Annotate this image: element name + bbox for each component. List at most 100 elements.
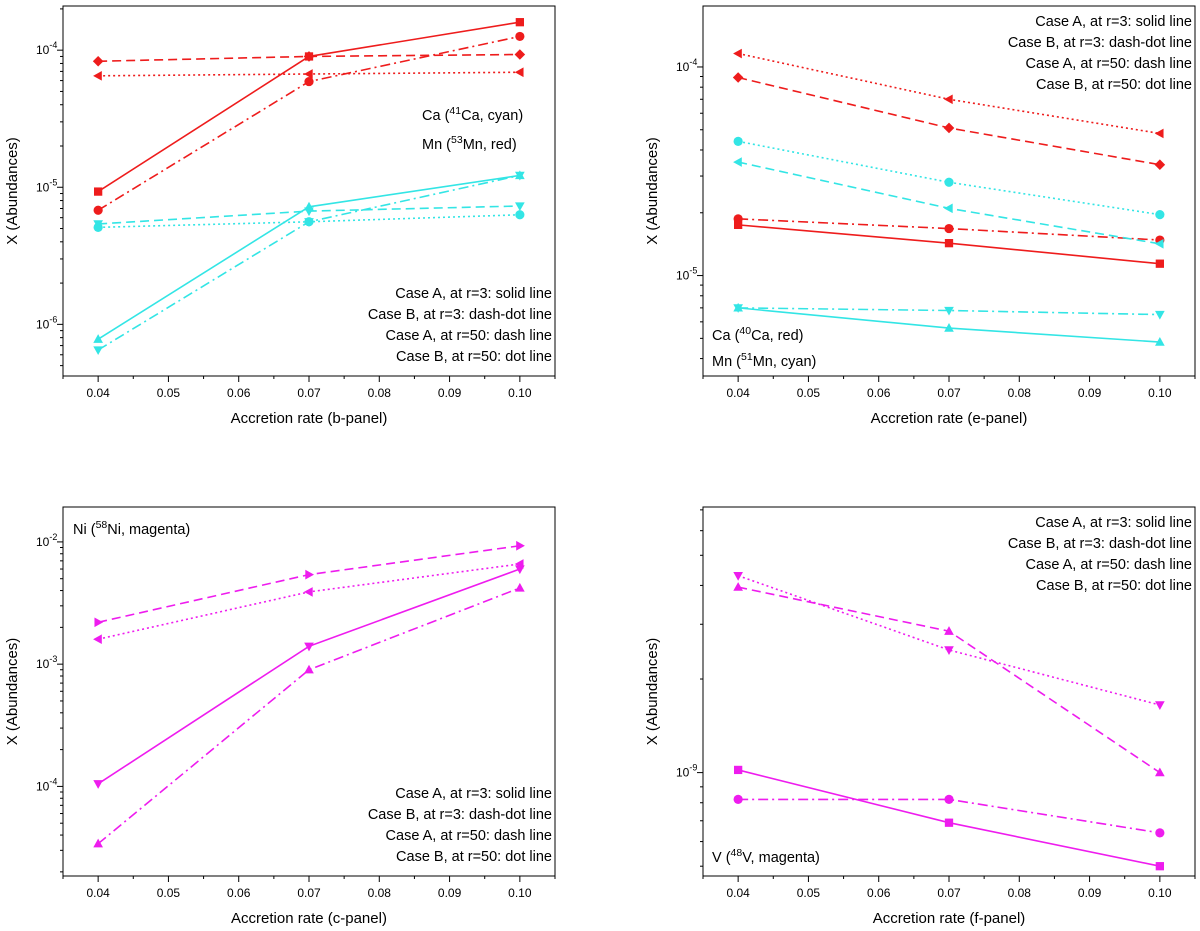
panel-f: 0.04 0.05 0.06 0.07 0.08 0.09 0.10 10-9 Accretio… xyxy=(644,506,1196,927)
data-point xyxy=(515,582,525,592)
data-point xyxy=(93,634,102,645)
data-point xyxy=(93,334,103,343)
legend-entry: Case A, at r=3: solid line xyxy=(395,286,552,302)
data-point xyxy=(943,122,955,134)
x-tick-label: 0.09 xyxy=(438,386,462,400)
data-point xyxy=(1155,336,1165,346)
data-point xyxy=(514,559,524,569)
x-tick-label: 0.10 xyxy=(508,886,532,900)
data-point xyxy=(515,18,524,27)
x-tick-label: 0.10 xyxy=(1148,886,1172,900)
x-tick-label: 0.07 xyxy=(297,886,321,900)
data-point xyxy=(93,780,103,789)
x-tick-label: 0.05 xyxy=(797,886,821,900)
series-line xyxy=(97,174,521,351)
legend-entry: Case A, at r=50: dash line xyxy=(1026,56,1192,72)
data-point xyxy=(944,626,954,635)
y-tick-label: 10-9 xyxy=(676,763,697,780)
y-axis-title: X (Abundances) xyxy=(644,638,661,746)
x-tick-label: 0.09 xyxy=(1078,886,1102,900)
data-point xyxy=(516,540,525,551)
legend-entry: Case B, at r=3: dash-dot line xyxy=(1008,536,1192,552)
species-label: Ca (40Ca, red) xyxy=(712,325,803,344)
species-label: Ni (58Ni, magenta) xyxy=(73,519,190,538)
data-point xyxy=(515,31,525,42)
data-point xyxy=(304,76,314,87)
legend-entry: Case A, at r=3: solid line xyxy=(1035,14,1192,30)
y-axis-title: X (Abundances) xyxy=(4,137,21,245)
data-point xyxy=(94,187,103,196)
data-point xyxy=(304,207,314,217)
data-point xyxy=(732,72,744,83)
legend-entry: Case A, at r=3: solid line xyxy=(395,786,552,802)
data-point xyxy=(733,48,742,59)
x-tick-label: 0.06 xyxy=(227,386,251,400)
data-point xyxy=(733,214,743,224)
panel-b: 0.04 0.05 0.06 0.07 0.08 0.09 0.10 10-6 10-5 10-4… xyxy=(4,5,556,427)
legend-entry: Case A, at r=50: dash line xyxy=(386,828,552,844)
y-tick-label: 10-4 xyxy=(36,776,57,793)
data-point xyxy=(304,642,314,652)
species-label: V (48V, magenta) xyxy=(712,847,820,866)
legend-entry: Case B, at r=3: dash-dot line xyxy=(368,307,552,323)
data-point xyxy=(733,582,743,591)
data-point xyxy=(733,304,743,313)
legend-entry: Case A, at r=50: dash line xyxy=(386,328,552,344)
data-point xyxy=(944,323,954,332)
x-tick-label: 0.10 xyxy=(1148,386,1172,400)
y-tick-label: 10-5 xyxy=(676,266,697,283)
data-point xyxy=(943,94,953,105)
data-point xyxy=(515,171,525,181)
data-point xyxy=(94,617,104,628)
data-point xyxy=(944,818,954,827)
x-tick-label: 0.05 xyxy=(157,886,181,900)
x-tick-label: 0.09 xyxy=(1078,386,1102,400)
x-tick-label: 0.08 xyxy=(368,886,392,900)
series-line xyxy=(738,798,1160,834)
data-point xyxy=(514,49,526,60)
x-tick-label: 0.06 xyxy=(227,886,251,900)
series-line xyxy=(97,568,521,785)
series-line xyxy=(737,586,1161,774)
data-point xyxy=(514,67,524,78)
legend-entry: Case B, at r=50: dot line xyxy=(396,349,552,365)
x-tick-label: 0.10 xyxy=(508,386,532,400)
data-point xyxy=(93,838,103,848)
data-point xyxy=(944,306,954,316)
y-tick-label: 10-2 xyxy=(36,532,57,549)
legend-entry: Case A, at r=3: solid line xyxy=(1035,515,1192,531)
x-tick-label: 0.07 xyxy=(937,886,961,900)
data-point xyxy=(944,223,954,234)
x-tick-label: 0.07 xyxy=(297,386,321,400)
species-label: Mn (51Mn, cyan) xyxy=(712,351,816,370)
data-point xyxy=(303,51,315,62)
x-axis-title: Accretion rate (b-panel) xyxy=(231,410,388,427)
data-point xyxy=(93,346,103,356)
species-label: Mn (53Mn, red) xyxy=(422,134,517,153)
data-point xyxy=(944,646,954,656)
y-tick-label: 10-5 xyxy=(36,177,57,194)
panel-e: 0.04 0.05 0.06 0.07 0.08 0.09 0.10 10-5 10-4 Accr… xyxy=(644,5,1196,427)
panel-c: 0.04 0.05 0.06 0.07 0.08 0.09 0.10 10-4 10-3 10-2… xyxy=(4,506,556,927)
y-tick-label: 10-3 xyxy=(36,654,57,671)
legend-entry: Case B, at r=3: dash-dot line xyxy=(1008,35,1192,51)
y-tick-label: 10-4 xyxy=(676,57,697,74)
data-point xyxy=(1155,701,1165,711)
data-point xyxy=(93,222,103,232)
data-point xyxy=(734,765,743,775)
x-tick-label: 0.06 xyxy=(867,886,891,900)
x-axis-title: Accretion rate (f-panel) xyxy=(873,910,1026,927)
series-line xyxy=(97,544,520,624)
data-point xyxy=(944,177,954,187)
x-tick-label: 0.08 xyxy=(1008,386,1032,400)
data-point xyxy=(303,587,313,597)
y-axis-title: X (Abundances) xyxy=(644,137,661,245)
species-label: Ca (41Ca, cyan) xyxy=(422,105,523,124)
data-point xyxy=(1154,159,1166,170)
series-line xyxy=(737,140,1160,216)
x-tick-label: 0.09 xyxy=(438,886,462,900)
data-point xyxy=(1154,128,1164,139)
data-point xyxy=(1155,310,1165,320)
y-tick-label: 10-4 xyxy=(36,40,57,57)
